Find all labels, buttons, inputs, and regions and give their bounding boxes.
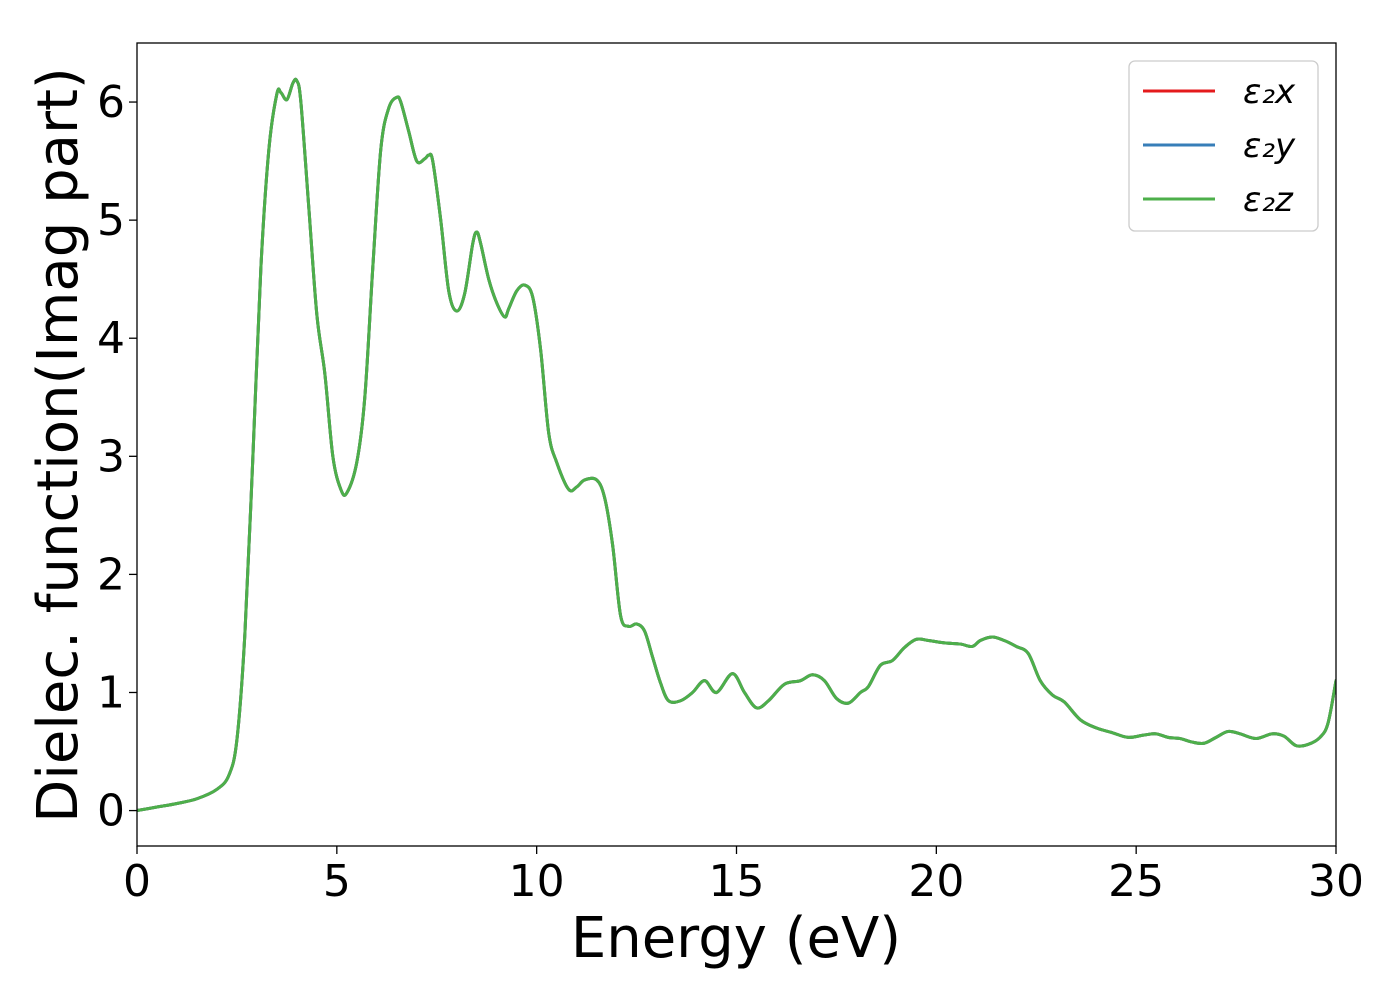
y-tick-label: 6 <box>97 77 125 128</box>
x-tick-label: 30 <box>1308 856 1364 907</box>
legend-label-2: ε₂y <box>1243 126 1296 166</box>
x-tick-label: 25 <box>1108 856 1164 907</box>
y-tick-label: 5 <box>97 195 125 246</box>
x-axis-ticks: 0 5 10 15 20 25 30 <box>123 846 1364 907</box>
y-axis-ticks: 0 1 2 3 4 5 6 <box>97 77 137 837</box>
y-tick-label: 0 <box>97 786 125 837</box>
legend-frame <box>1128 60 1319 232</box>
x-tick-label: 0 <box>123 856 151 907</box>
series-layer <box>137 77 1336 813</box>
y-tick-label: 4 <box>97 313 125 364</box>
y-axis-label: Dielec. function(Imag part) <box>26 67 91 823</box>
legend-label-1: ε₂x <box>1243 72 1296 112</box>
y-tick-label: 3 <box>97 431 125 482</box>
x-tick-label: 5 <box>323 856 351 907</box>
series-line-3 <box>137 77 1336 813</box>
x-tick-label: 10 <box>509 856 565 907</box>
x-tick-label: 20 <box>908 856 964 907</box>
y-tick-label: 1 <box>97 667 125 718</box>
legend-items: ε₂x ε₂y ε₂z <box>1143 72 1296 220</box>
y-tick-label: 2 <box>97 549 125 600</box>
legend-label-3: ε₂z <box>1243 180 1294 220</box>
x-tick-label: 15 <box>709 856 765 907</box>
legend: ε₂x ε₂y ε₂z <box>1128 60 1319 232</box>
x-axis-label: Energy (eV) <box>571 906 901 971</box>
